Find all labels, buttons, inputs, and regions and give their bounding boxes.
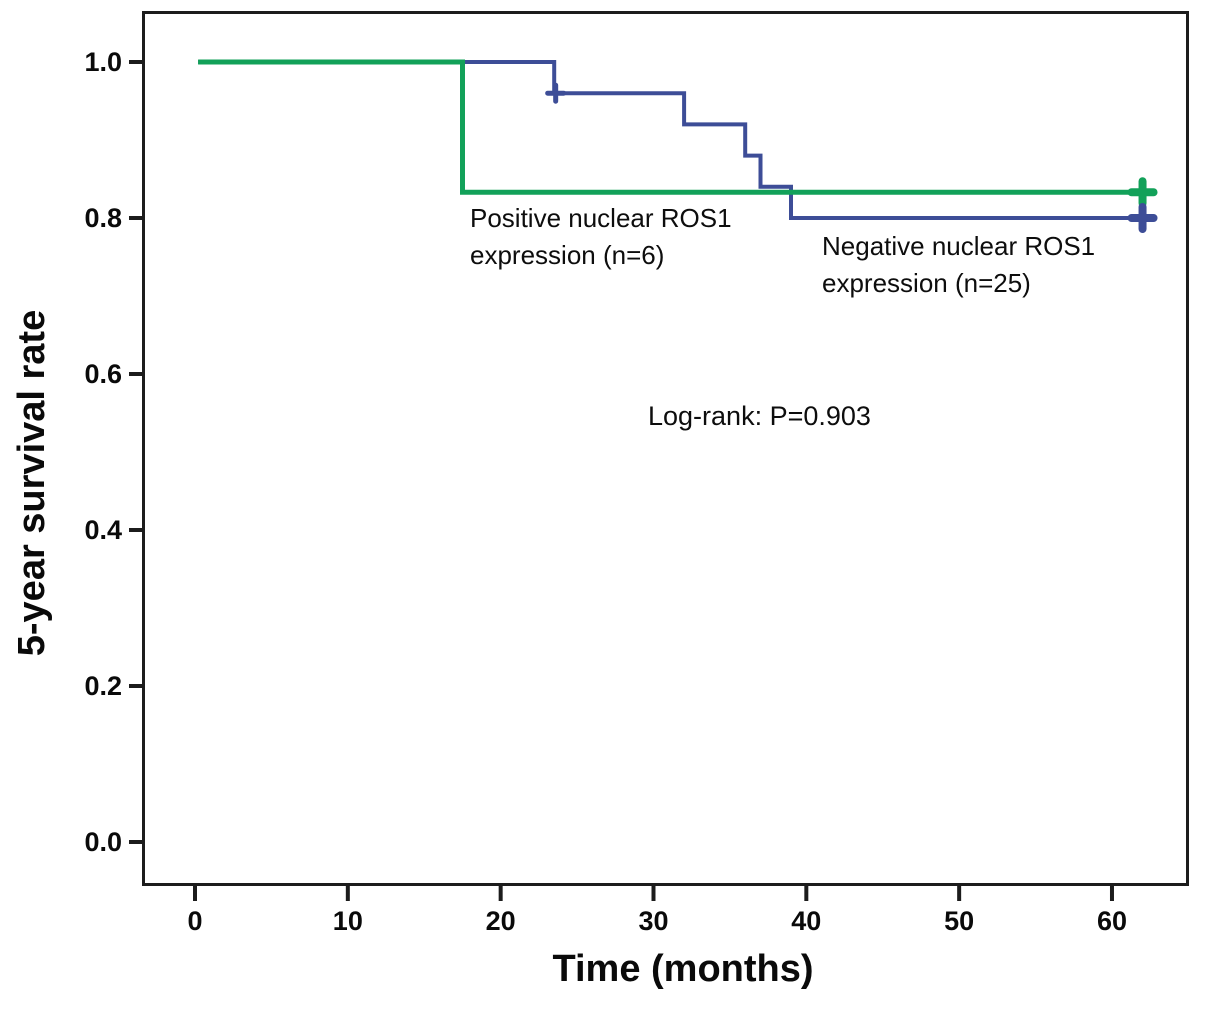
y-tick-label-0.4: 0.4 xyxy=(84,515,122,545)
x-axis-title: Time (months) xyxy=(552,948,814,990)
y-tick-label-0.6: 0.6 xyxy=(84,359,122,389)
series-0-curve xyxy=(198,59,1143,195)
x-tick-label-0: 0 xyxy=(187,906,202,936)
x-tick-label-50: 50 xyxy=(944,906,974,936)
series-0-censor-mark xyxy=(1127,177,1158,208)
y-tick-label-0.0: 0.0 xyxy=(84,827,122,857)
y-tick-label-0.2: 0.2 xyxy=(84,671,122,701)
series-label-positive: Positive nuclear ROS1 expression (n=6) xyxy=(470,203,732,270)
x-tick-label-10: 10 xyxy=(333,906,363,936)
x-tick-label-40: 40 xyxy=(791,906,821,936)
x-tick-label-30: 30 xyxy=(638,906,668,936)
y-axis-title: 5-year survival rate xyxy=(11,309,53,657)
series-label-negative: Negative nuclear ROS1 expression (n=25) xyxy=(822,231,1096,298)
x-tick-label-20: 20 xyxy=(486,906,516,936)
plot-frame xyxy=(142,11,1189,886)
y-tick-label-0.8: 0.8 xyxy=(84,203,122,233)
x-tick-label-60: 60 xyxy=(1097,906,1127,936)
log-rank-annotation: Log-rank: P=0.903 xyxy=(648,401,871,431)
y-tick-label-1.0: 1.0 xyxy=(84,47,122,77)
series-1-censor-mark xyxy=(545,82,567,104)
series-1-censor-mark xyxy=(1127,203,1158,233)
